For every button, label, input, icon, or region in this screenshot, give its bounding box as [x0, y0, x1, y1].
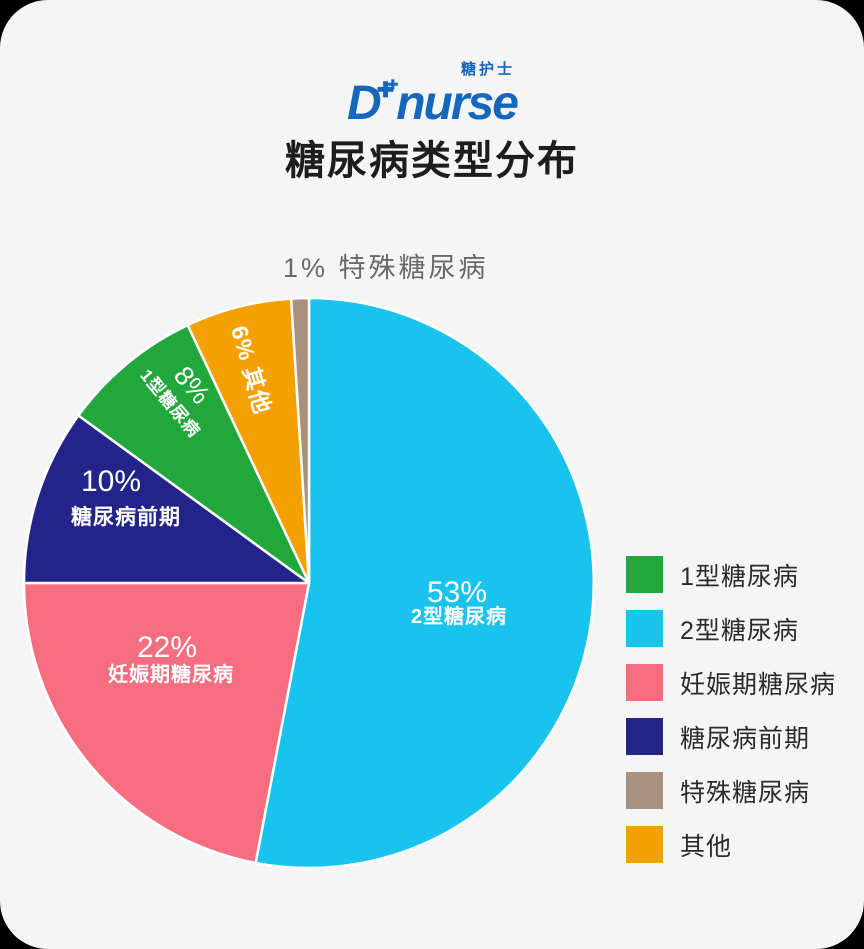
svg-text:2型糖尿病: 2型糖尿病	[411, 604, 507, 628]
pie-label-gestational: 22%妊娠期糖尿病	[108, 631, 234, 686]
legend-label: 糖尿病前期	[680, 724, 811, 753]
legend-swatch	[626, 556, 663, 593]
logo-letter-d: D	[347, 77, 382, 130]
legend-swatch	[626, 610, 663, 647]
legend-item-special: 特殊糖尿病	[626, 772, 836, 809]
chart-title: 糖尿病类型分布	[285, 139, 579, 183]
legend-label: 1型糖尿病	[680, 562, 799, 591]
svg-text:妊娠期糖尿病: 妊娠期糖尿病	[108, 662, 234, 686]
legend-item-other: 其他	[626, 826, 836, 863]
pie-slice-prediabetes	[22, 414, 311, 585]
pie-label-prediabetes: 10% 糖尿病前期	[71, 465, 181, 529]
legend-swatch	[626, 772, 663, 809]
legend-swatch	[626, 826, 663, 863]
pie-slice-special	[289, 296, 311, 585]
svg-text:22%: 22%	[137, 631, 197, 664]
plus-cross-icon: ✚	[376, 79, 395, 102]
svg-text:糖尿病前期: 糖尿病前期	[71, 505, 181, 529]
legend-item-type1: 1型糖尿病	[626, 556, 836, 593]
pie-slice-type2	[254, 296, 595, 870]
legend-swatch	[626, 664, 663, 701]
svg-text:10%: 10%	[81, 465, 141, 498]
dnurse-logo: 糖护士 D✚✚nurse	[0, 61, 864, 131]
plus-cross-icon: ✚	[387, 77, 399, 92]
pie-slice-type1	[77, 323, 311, 585]
svg-text:53%: 53%	[427, 576, 487, 609]
logo-lockup: 糖护士 D✚✚nurse	[347, 61, 519, 131]
legend-item-gestational: 妊娠期糖尿病	[626, 664, 836, 701]
legend-swatch	[626, 718, 663, 755]
legend-label: 其他	[680, 832, 733, 861]
pie-slice-gestational	[22, 581, 311, 865]
logo-chinese-name: 糖护士	[460, 61, 515, 78]
logo-wordmark: nurse	[396, 77, 519, 130]
legend: 1型糖尿病 2型糖尿病妊娠期糖尿病 糖尿病前期特殊糖尿病其他	[626, 556, 836, 880]
legend-item-prediabetes: 糖尿病前期	[626, 718, 836, 755]
legend-label: 2型糖尿病	[680, 616, 799, 645]
special-diabetes-callout: 1% 特殊糖尿病	[283, 253, 489, 283]
legend-label: 特殊糖尿病	[680, 778, 811, 807]
legend-item-type2: 2型糖尿病	[626, 610, 836, 647]
pie-label-type2: 53%2型糖尿病	[411, 576, 507, 628]
legend-label: 妊娠期糖尿病	[680, 670, 837, 699]
